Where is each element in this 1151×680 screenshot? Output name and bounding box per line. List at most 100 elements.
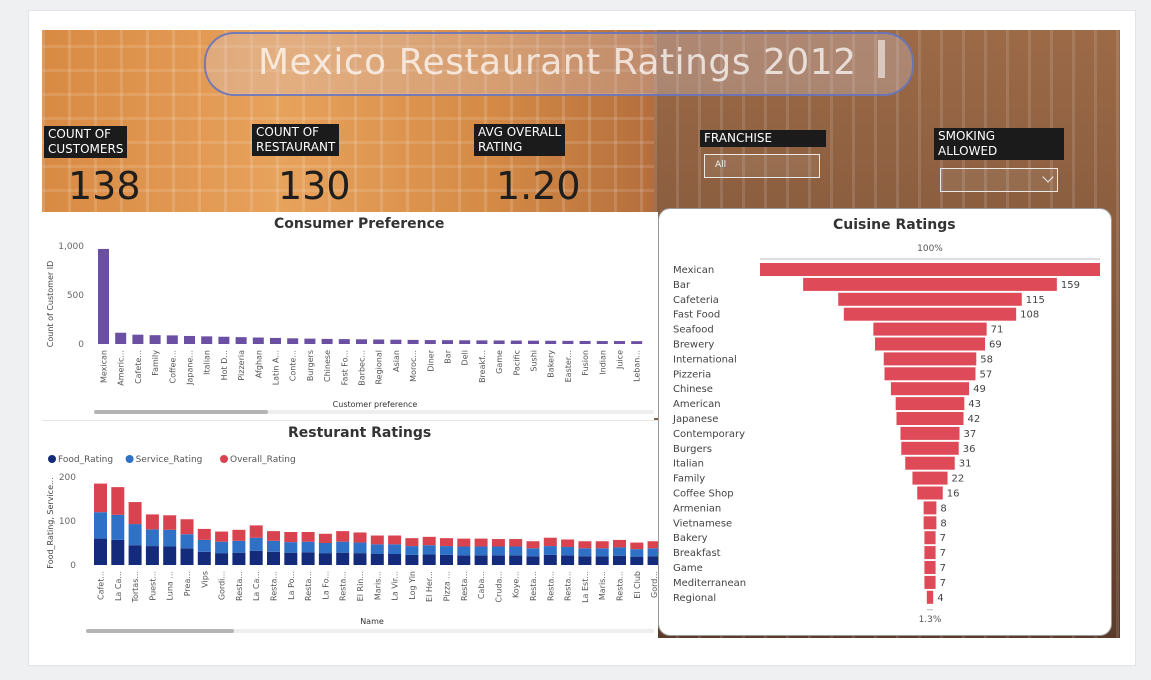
service-rating-bar — [457, 546, 471, 556]
kpi-rating-label-line1: AVG OVERALL — [478, 125, 562, 139]
preference-bar — [596, 341, 608, 344]
consumer-preference-title: Consumer Preference — [274, 216, 445, 232]
funnel-value-label: 31 — [959, 459, 972, 470]
funnel-value-label: 159 — [1061, 280, 1080, 291]
x-tick-label: Resta... — [529, 571, 538, 601]
resturant-ratings-title: Resturant Ratings — [288, 425, 432, 441]
funnel-value-label: 115 — [1026, 295, 1045, 306]
overall-rating-bar — [370, 535, 384, 545]
service-rating-bar — [440, 546, 453, 555]
food-rating-bar — [647, 556, 658, 565]
funnel-value-label: 7 — [940, 548, 946, 559]
x-tick-label: Prea... — [183, 571, 192, 596]
food-rating-bar — [561, 555, 575, 565]
x-tick-label: Chinese — [323, 350, 332, 382]
x-tick-label: Regional — [375, 350, 384, 385]
funnel-bar — [923, 516, 937, 530]
overall-rating-bar — [336, 531, 350, 542]
x-tick-label: Family — [151, 350, 160, 376]
funnel-category-label: Bar — [673, 280, 691, 291]
overall-rating-bar — [422, 536, 436, 546]
funnel-category-label: American — [673, 399, 721, 410]
service-rating-bar — [197, 539, 211, 552]
funnel-bar — [883, 352, 977, 366]
service-rating-bar — [336, 541, 350, 553]
funnel-category-label: Pizzeria — [673, 369, 711, 380]
y-axis-title: Food_Rating, Service... — [46, 477, 55, 568]
food-rating-bar — [180, 548, 194, 565]
food-rating-bar — [94, 538, 107, 565]
x-tick-label: Easter... — [564, 350, 573, 382]
overall-rating-bar — [405, 538, 419, 547]
preference-bar — [184, 335, 195, 344]
x-axis-title: Customer preference — [333, 400, 418, 409]
y-axis-title: Count of Customer ID — [46, 261, 55, 347]
kpi-restaurant-label: COUNT OF RESTAURANT — [252, 124, 340, 156]
preference-bar — [407, 339, 419, 344]
x-tick-label: Bar — [444, 349, 453, 363]
service-rating-bar — [301, 541, 315, 553]
funnel-bar — [838, 292, 1022, 306]
funnel-category-label: Brewery — [673, 340, 714, 351]
x-tick-label: Resta... — [616, 571, 625, 601]
preference-bar — [373, 339, 385, 344]
service-rating-bar — [388, 544, 402, 554]
horizontal-scrollbar-thumb — [86, 629, 234, 633]
x-axis-title: Name — [360, 617, 384, 626]
x-tick-label: Sushi — [530, 350, 539, 372]
funnel-category-label: Coffee Shop — [673, 489, 734, 500]
overall-rating-bar — [526, 541, 540, 549]
kpi-restaurant-value: 130 — [278, 164, 351, 208]
franchise-slicer-label: FRANCHISE — [700, 130, 826, 147]
x-tick-label: Resta... — [546, 571, 555, 601]
preference-bar — [252, 337, 264, 344]
page-title: Mexico Restaurant Ratings 2012 — [258, 42, 857, 83]
overall-rating-bar — [94, 483, 107, 513]
franchise-slicer-dropdown[interactable]: All — [704, 154, 820, 178]
overall-rating-bar — [111, 487, 125, 515]
preference-bar — [235, 337, 247, 344]
x-tick-label: Moroc... — [409, 350, 418, 382]
chevron-down-icon — [1042, 171, 1054, 183]
service-rating-bar — [422, 545, 436, 555]
overall-rating-bar — [578, 541, 592, 549]
cuisine-ratings-title: Cuisine Ratings — [833, 217, 956, 233]
kpi-customers-value: 138 — [68, 164, 141, 208]
x-tick-label: Latin A... — [272, 350, 281, 385]
funnel-category-label: Italian — [673, 459, 704, 470]
funnel-category-label: Game — [673, 563, 703, 574]
funnel-bottom-percent: 1.3% — [919, 615, 942, 625]
legend-label-food-rating: Food_Rating — [58, 455, 113, 465]
smoking-slicer-label: SMOKING ALLOWED — [934, 128, 1064, 160]
funnel-bar — [917, 486, 943, 500]
funnel-value-label: 8 — [940, 503, 946, 514]
x-tick-label: El Club — [633, 571, 642, 599]
overall-rating-bar — [215, 531, 229, 542]
service-rating-bar — [128, 524, 142, 546]
service-rating-bar — [215, 541, 229, 554]
franchise-slicer-label-text: FRANCHISE — [704, 131, 773, 145]
overall-rating-bar — [509, 539, 523, 547]
food-rating-bar — [128, 545, 142, 565]
funnel-value-label: 7 — [940, 563, 946, 574]
funnel-category-label: International — [673, 354, 737, 365]
food-rating-bar — [284, 552, 298, 565]
x-tick-label: Breakf... — [478, 350, 487, 383]
food-rating-bar — [595, 556, 609, 565]
smoking-slicer-dropdown[interactable] — [940, 168, 1058, 192]
service-rating-bar — [543, 546, 557, 555]
y-tick-label: 0 — [78, 340, 84, 350]
overall-rating-bar — [630, 542, 644, 550]
overall-rating-bar — [232, 529, 246, 541]
x-tick-label: Italian — [203, 350, 212, 375]
overall-rating-bar — [128, 502, 142, 525]
preference-bar — [218, 336, 230, 344]
food-rating-bar — [491, 555, 505, 565]
food-rating-bar — [613, 555, 626, 565]
funnel-category-label: Bakery — [673, 533, 708, 544]
preference-bar — [493, 340, 505, 344]
smoking-slicer-label-line2: ALLOWED — [938, 144, 998, 158]
preference-bar — [528, 340, 539, 344]
x-tick-label: Pizzeria — [237, 350, 246, 381]
x-tick-label: Americ... — [117, 350, 126, 386]
